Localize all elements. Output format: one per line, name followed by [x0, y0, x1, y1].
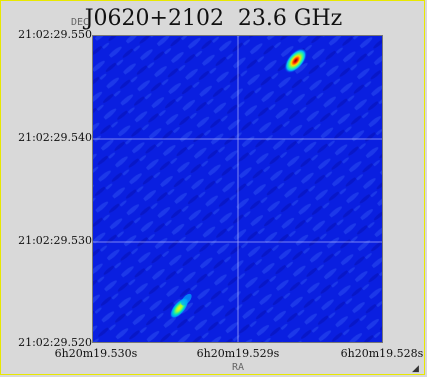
x-tick-label: 6h20m19.530s: [54, 347, 138, 360]
plot-border: [92, 35, 383, 343]
y-tick-label: 21:02:29.520: [18, 336, 92, 349]
image-background: [92, 35, 383, 343]
ra-axis-label: RA: [232, 362, 245, 373]
y-tick-label: 21:02:29.530: [18, 234, 92, 247]
coordinate-grid: [92, 35, 383, 343]
x-tick-label: 6h20m19.528s: [340, 347, 424, 360]
y-tick-label: 21:02:29.540: [18, 131, 92, 144]
dec-axis-label: DEC: [71, 17, 90, 28]
resize-icon[interactable]: ◢: [412, 364, 419, 374]
bright-source: [284, 48, 308, 74]
x-tick-label: 6h20m19.529s: [196, 347, 280, 360]
image-title: J0620+2102 23.6 GHz: [84, 6, 343, 31]
radio-image-plot[interactable]: [92, 35, 383, 343]
y-tick-label: 21:02:29.550: [18, 28, 92, 41]
faint-source: [169, 293, 192, 319]
